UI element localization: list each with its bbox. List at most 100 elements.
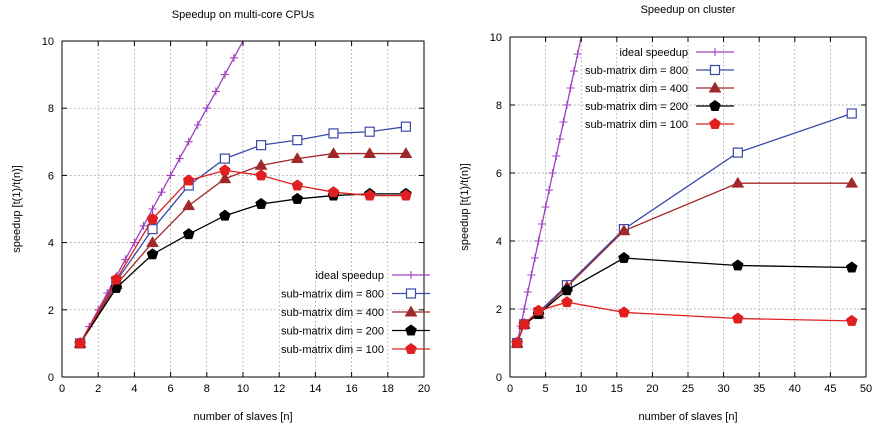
y-tick-label: 0 <box>496 372 502 384</box>
data-point <box>147 224 158 235</box>
data-point <box>256 140 267 151</box>
data-point <box>328 128 339 139</box>
legend: ideal speedup sub-matrix dim = 800 sub-mat… <box>281 270 430 356</box>
legend-label: sub-matrix dim = 100 <box>281 344 384 356</box>
legend-marker <box>405 342 417 354</box>
data-point <box>211 87 220 96</box>
data-point <box>146 236 159 248</box>
data-point <box>219 209 231 221</box>
grid <box>62 41 424 377</box>
data-point <box>291 192 304 204</box>
data-point <box>139 221 148 230</box>
data-point <box>363 189 376 201</box>
y-tick-label: 10 <box>490 32 502 44</box>
series-line <box>79 193 406 344</box>
x-tick-label: 14 <box>309 383 321 395</box>
x-tick-label: 0 <box>507 383 513 395</box>
data-point <box>732 147 743 158</box>
x-axis-label: number of slaves [n] <box>193 411 292 423</box>
x-tick-label: 16 <box>345 383 357 395</box>
data-point <box>570 67 579 75</box>
chart-title: Speedup on cluster <box>641 4 736 16</box>
data-point <box>220 70 229 79</box>
data-point <box>732 259 744 271</box>
data-point <box>520 305 529 313</box>
legend-marker <box>709 99 721 111</box>
x-tick-label: 30 <box>717 383 729 395</box>
data-point <box>731 176 745 188</box>
legend-label: sub-matrix dim = 100 <box>585 119 688 131</box>
data-point <box>400 189 412 201</box>
data-point <box>218 172 232 184</box>
data-point <box>555 135 564 143</box>
y-tick-label: 4 <box>48 238 54 250</box>
data-point <box>219 164 231 176</box>
data-point <box>74 337 86 349</box>
data-point <box>182 228 195 240</box>
y-axis-label: speedup [t(1)/t(n)] <box>11 165 23 252</box>
legend-label: sub-matrix dim = 400 <box>585 83 688 95</box>
y-axis-label: speedup [t(1)/t(n)] <box>459 163 471 250</box>
data-point <box>541 203 550 211</box>
series-4 <box>511 296 858 348</box>
legend-marker <box>709 64 721 76</box>
legend-label: sub-matrix dim = 200 <box>281 326 384 338</box>
data-point <box>327 147 340 159</box>
series-line <box>79 152 406 344</box>
legend-label: sub-matrix dim = 400 <box>281 307 384 319</box>
data-point <box>255 169 267 181</box>
x-tick-label: 20 <box>646 383 658 395</box>
data-point <box>561 284 573 296</box>
x-tick-label: 40 <box>789 383 801 395</box>
x-tick-label: 50 <box>860 383 872 395</box>
data-point <box>255 197 267 209</box>
data-point <box>399 147 413 159</box>
series-line <box>516 301 852 344</box>
data-point <box>202 104 211 113</box>
data-point <box>845 314 858 326</box>
data-point <box>511 336 523 348</box>
legend-label: ideal speedup <box>619 47 688 59</box>
y-tick-label: 6 <box>48 170 54 182</box>
data-point <box>363 147 377 159</box>
data-point <box>130 238 139 247</box>
series-0 <box>76 41 247 348</box>
data-point <box>548 169 557 177</box>
data-point <box>219 153 230 164</box>
series-line <box>79 169 406 344</box>
data-point <box>562 101 571 109</box>
data-point <box>732 312 744 324</box>
data-point <box>182 199 196 211</box>
legend-marker <box>405 324 417 336</box>
data-point <box>182 174 195 186</box>
data-point <box>573 50 582 58</box>
x-tick-label: 4 <box>131 383 137 395</box>
x-tick-label: 25 <box>682 383 694 395</box>
x-tick-label: 18 <box>382 383 394 395</box>
data-point <box>364 126 375 137</box>
data-point <box>617 224 631 236</box>
x-tick-label: 6 <box>168 383 174 395</box>
x-tick-label: 2 <box>95 383 101 395</box>
legend-marker <box>709 117 721 129</box>
data-point <box>110 273 123 285</box>
data-point <box>618 251 630 263</box>
x-tick-label: 5 <box>543 383 549 395</box>
data-point <box>292 135 303 146</box>
legend-marker <box>711 48 719 56</box>
legend-marker <box>405 288 417 299</box>
data-point <box>545 186 554 194</box>
legend-label: sub-matrix dim = 800 <box>281 289 384 301</box>
y-tick-label: 2 <box>496 304 502 316</box>
y-tick-label: 2 <box>48 305 54 317</box>
x-tick-label: 15 <box>611 383 623 395</box>
series-0 <box>513 37 586 347</box>
data-point <box>846 108 857 119</box>
data-point <box>184 137 193 146</box>
x-tick-label: 0 <box>59 383 65 395</box>
data-point <box>845 261 858 273</box>
data-point <box>146 248 159 260</box>
x-tick-label: 8 <box>204 383 210 395</box>
x-tick-label: 20 <box>418 383 430 395</box>
